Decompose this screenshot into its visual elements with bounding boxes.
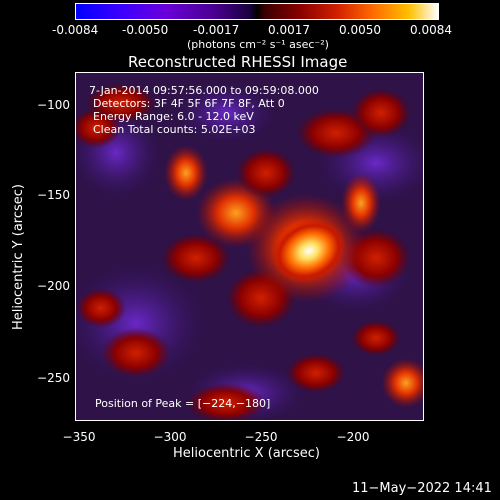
colorbar-tick: -0.0017 (193, 23, 240, 37)
colorbar-unit-label: (photons cm⁻² s⁻¹ asec⁻²) (187, 38, 329, 51)
y-tick-label: −250 (37, 371, 70, 385)
footer-timestamp: 11−May−2022 14:41 (352, 481, 492, 496)
colorbar-tick: -0.0050 (122, 23, 169, 37)
x-tick-label: −300 (153, 430, 187, 444)
emission-features (76, 83, 423, 420)
x-tick-label: −200 (336, 430, 370, 444)
x-tick-label: −350 (62, 430, 96, 444)
time-range-annotation: 7-Jan-2014 09:57:56.000 to 09:59:08.000 (89, 84, 319, 97)
colorbar-tick: 0.0050 (339, 23, 381, 37)
x-axis-label: Heliocentric X (arcsec) (173, 446, 320, 461)
colorbar-tick: 0.0084 (410, 23, 452, 37)
energy-range-annotation: Energy Range: 6.0 - 12.0 keV (93, 110, 254, 123)
colorbar-tick: 0.0017 (268, 23, 310, 37)
x-tick-label: −250 (244, 430, 278, 444)
y-tick-label: −200 (37, 279, 70, 293)
y-tick-label: −100 (37, 98, 70, 112)
peak-position-annotation: Position of Peak = [−224,−180] (95, 397, 271, 410)
plot-title: Reconstructed RHESSI Image (128, 53, 348, 71)
y-tick-label: −150 (37, 188, 70, 202)
y-axis-label: Heliocentric Y (arcsec) (11, 184, 26, 330)
colorbar-tick: -0.0084 (52, 23, 99, 37)
rhessi-image-plot: 7-Jan-2014 09:57:56.000 to 09:59:08.000 … (75, 72, 424, 421)
rhessi-image (76, 73, 423, 420)
detectors-annotation: Detectors: 3F 4F 5F 6F 7F 8F, Att 0 (93, 97, 285, 110)
clean-counts-annotation: Clean Total counts: 5.02E+03 (93, 123, 256, 136)
colorbar (75, 3, 439, 20)
